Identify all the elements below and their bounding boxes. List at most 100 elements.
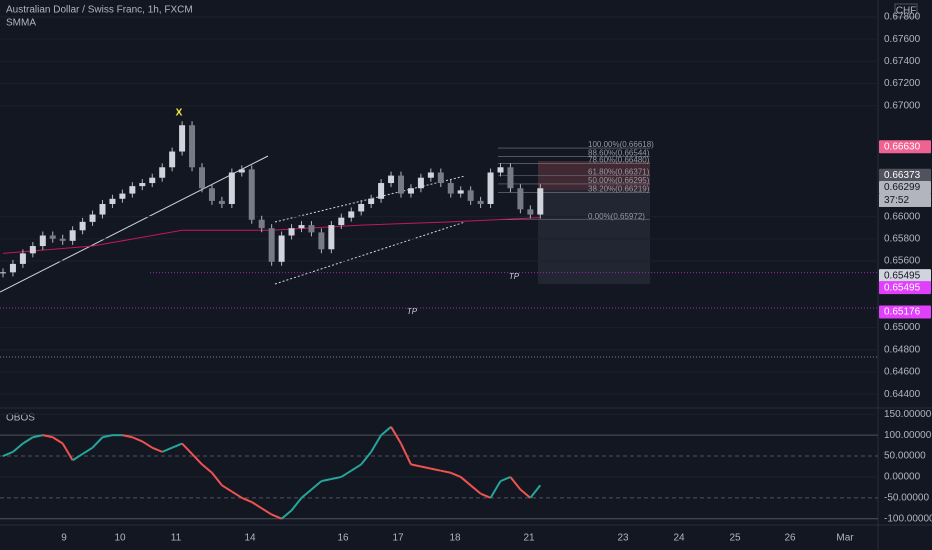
price-tag-label: 0.65495 xyxy=(884,282,921,293)
osc-segment xyxy=(61,443,74,461)
osc-segment xyxy=(52,436,64,445)
candle xyxy=(19,253,26,264)
price-tag xyxy=(879,305,931,319)
candle xyxy=(288,228,295,236)
candle xyxy=(49,235,56,239)
osc-segment xyxy=(32,434,44,439)
price-tag-label: 0.66373 xyxy=(884,170,921,181)
candle xyxy=(328,225,335,250)
y-tick-label: 0.65600 xyxy=(884,256,921,267)
chart-title: Australian Dollar / Swiss Franc, 1h, FXC… xyxy=(6,5,193,16)
osc-segment xyxy=(380,426,392,436)
candle xyxy=(238,169,245,173)
currency[interactable]: CHF xyxy=(896,6,917,17)
candle xyxy=(447,183,454,194)
x-tick-label: 26 xyxy=(784,533,796,544)
osc-segment xyxy=(211,472,223,486)
osc-segment xyxy=(221,484,233,493)
oscillator-title: OBOS xyxy=(6,413,35,424)
fib-label: 88.60%(0.66544) xyxy=(588,148,650,157)
candle xyxy=(89,214,96,222)
osc-segment xyxy=(82,446,94,455)
candle xyxy=(298,225,305,229)
price-tag xyxy=(879,168,931,182)
osc-segment xyxy=(251,501,263,510)
osc-segment xyxy=(440,469,451,474)
osc-segment xyxy=(450,471,462,478)
osc-segment xyxy=(400,443,412,465)
osc-segment xyxy=(231,490,243,499)
osc-segment xyxy=(122,434,133,439)
osc-segment xyxy=(261,507,273,516)
candle xyxy=(487,172,494,204)
candle xyxy=(39,235,46,247)
candle xyxy=(427,172,434,178)
candle xyxy=(258,219,265,229)
candle xyxy=(199,167,205,189)
x-tick-label: Mar xyxy=(836,533,854,544)
osc-segment xyxy=(171,442,183,449)
osc-segment xyxy=(42,434,53,439)
candle xyxy=(248,169,255,220)
candle xyxy=(467,190,474,201)
candle xyxy=(537,188,544,215)
candle xyxy=(208,188,215,201)
candle xyxy=(268,228,275,262)
osc-segment xyxy=(300,488,313,499)
indicator-label: SMMA xyxy=(6,18,36,29)
x-tick-label: 18 xyxy=(449,533,461,544)
candle xyxy=(407,188,414,194)
fib-label: 50.00%(0.66295) xyxy=(588,176,650,185)
osc-segment xyxy=(350,463,362,472)
y2-tick-label: 0.00000 xyxy=(884,472,921,483)
osc-segment xyxy=(420,465,432,470)
channel-line xyxy=(274,221,466,285)
candle xyxy=(368,198,375,204)
y-tick-label: 0.67000 xyxy=(884,100,921,111)
currency-box[interactable] xyxy=(894,3,918,18)
osc-segment xyxy=(529,484,542,499)
x-tick-label: 9 xyxy=(61,533,67,544)
marker: X xyxy=(176,108,183,119)
osc-segment xyxy=(181,442,193,455)
fib-label: 78.60%(0.66480) xyxy=(588,156,650,165)
y2-tick-label: 50.00000 xyxy=(884,451,926,462)
y-tick-label: 0.67200 xyxy=(884,78,921,89)
osc-segment xyxy=(290,497,303,511)
x-tick-label: 16 xyxy=(337,533,349,544)
candle xyxy=(378,183,385,199)
osc-segment xyxy=(310,480,323,491)
y-tick-label: 0.67600 xyxy=(884,34,921,45)
candle xyxy=(59,238,66,241)
osc-segment xyxy=(22,436,34,445)
y-tick-label: 0.67800 xyxy=(884,12,921,23)
osc-segment xyxy=(151,446,163,453)
osc-segment xyxy=(321,478,332,483)
countdown-bg xyxy=(879,193,931,207)
candle xyxy=(179,125,186,152)
candle xyxy=(139,183,146,187)
osc-segment xyxy=(390,426,402,445)
candle xyxy=(437,172,444,184)
y2-tick-label: 100.00000 xyxy=(884,430,932,441)
candle xyxy=(99,204,106,215)
osc-segment xyxy=(161,446,173,453)
price-tag-label: 0.66299 xyxy=(884,182,921,193)
y2-tick-label: 150.00000 xyxy=(884,409,932,420)
candle xyxy=(507,167,514,189)
candle xyxy=(189,125,196,168)
candle xyxy=(348,211,355,218)
osc-segment xyxy=(280,509,293,520)
x-tick-label: 24 xyxy=(673,533,685,544)
candle xyxy=(308,225,315,233)
candle xyxy=(517,188,524,210)
candle xyxy=(338,217,345,226)
candle xyxy=(388,175,395,184)
osc-segment xyxy=(430,467,442,472)
candle xyxy=(159,167,166,178)
osc-segment xyxy=(201,463,213,474)
x-tick-label: 11 xyxy=(171,533,182,544)
fib-label: 38.20%(0.66219) xyxy=(588,184,650,193)
price-tag xyxy=(879,281,931,295)
